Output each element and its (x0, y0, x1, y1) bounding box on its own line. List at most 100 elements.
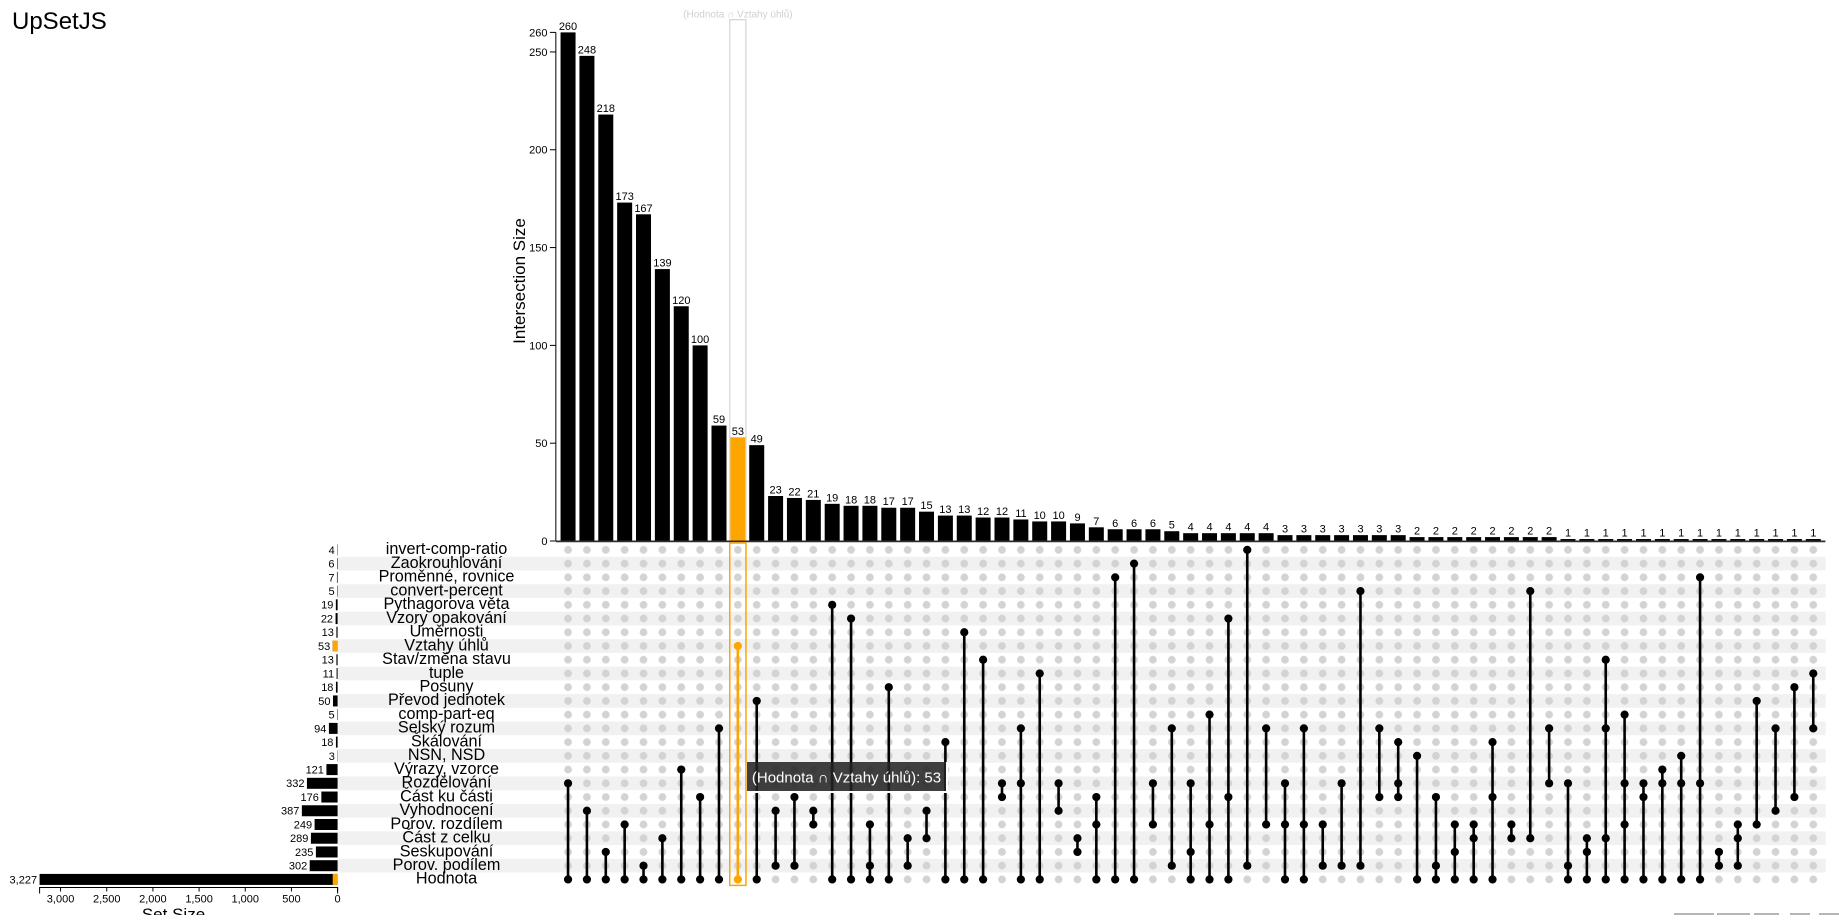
svg-text:3: 3 (1339, 524, 1345, 536)
svg-text:1,500: 1,500 (185, 894, 213, 906)
svg-text:2: 2 (1452, 526, 1458, 538)
svg-text:3: 3 (1395, 524, 1401, 536)
svg-text:167: 167 (634, 203, 652, 215)
svg-text:260: 260 (529, 27, 547, 39)
svg-text:4: 4 (1206, 522, 1212, 534)
svg-text:4: 4 (329, 545, 335, 557)
svg-text:3: 3 (1301, 524, 1307, 536)
svg-text:4: 4 (1244, 522, 1250, 534)
svg-text:4: 4 (1263, 522, 1269, 534)
svg-text:13: 13 (939, 504, 951, 516)
svg-text:21: 21 (807, 488, 819, 500)
svg-text:2,000: 2,000 (139, 894, 167, 906)
svg-text:2: 2 (1546, 526, 1552, 538)
svg-text:100: 100 (691, 334, 709, 346)
svg-text:2,500: 2,500 (93, 894, 121, 906)
svg-text:9: 9 (1074, 512, 1080, 524)
svg-text:10: 10 (1052, 510, 1064, 522)
svg-text:1: 1 (1565, 528, 1571, 540)
svg-text:13: 13 (958, 504, 970, 516)
svg-text:2: 2 (1433, 526, 1439, 538)
svg-text:1: 1 (1697, 528, 1703, 540)
svg-text:1,000: 1,000 (231, 894, 259, 906)
svg-text:1: 1 (1754, 528, 1760, 540)
svg-text:332: 332 (286, 778, 304, 790)
svg-text:5: 5 (329, 586, 335, 598)
svg-text:(Hodnota ∩ Vztahy úhlů): (Hodnota ∩ Vztahy úhlů) (683, 9, 792, 21)
svg-text:10: 10 (1034, 510, 1046, 522)
svg-text:(Hodnota ∩ Vztahy úhlů): 53: (Hodnota ∩ Vztahy úhlů): 53 (752, 769, 941, 786)
svg-text:Set Size: Set Size (142, 905, 205, 915)
svg-text:218: 218 (597, 103, 615, 115)
svg-text:59: 59 (713, 414, 725, 426)
svg-text:13: 13 (322, 627, 334, 639)
svg-text:12: 12 (977, 506, 989, 518)
svg-text:15: 15 (920, 500, 932, 512)
svg-text:19: 19 (826, 492, 838, 504)
svg-text:1: 1 (1810, 528, 1816, 540)
svg-text:18: 18 (845, 494, 857, 506)
svg-text:2: 2 (1527, 526, 1533, 538)
svg-text:260: 260 (559, 21, 577, 33)
svg-text:248: 248 (578, 44, 596, 56)
svg-text:6: 6 (328, 559, 334, 571)
svg-text:1: 1 (1584, 528, 1590, 540)
svg-text:50: 50 (535, 438, 547, 450)
svg-text:22: 22 (788, 486, 800, 498)
svg-text:7: 7 (328, 572, 334, 584)
svg-text:17: 17 (902, 496, 914, 508)
svg-text:500: 500 (282, 894, 300, 906)
svg-text:3,000: 3,000 (47, 894, 75, 906)
svg-text:1: 1 (1772, 528, 1778, 540)
svg-text:3: 3 (1282, 524, 1288, 536)
svg-text:11: 11 (1015, 508, 1026, 520)
svg-text:1: 1 (1622, 528, 1628, 540)
svg-text:0: 0 (541, 536, 547, 548)
svg-text:121: 121 (306, 764, 324, 776)
svg-text:49: 49 (751, 434, 763, 446)
svg-text:3: 3 (329, 751, 335, 763)
svg-text:3: 3 (1320, 524, 1326, 536)
svg-text:150: 150 (529, 242, 547, 254)
svg-text:139: 139 (653, 258, 671, 270)
svg-text:53: 53 (318, 641, 330, 653)
svg-text:18: 18 (321, 737, 333, 749)
svg-text:200: 200 (529, 145, 547, 157)
svg-text:289: 289 (290, 833, 308, 845)
svg-text:6: 6 (1150, 518, 1156, 530)
svg-text:100: 100 (529, 340, 547, 352)
svg-text:23: 23 (769, 485, 781, 497)
svg-text:Intersection Size: Intersection Size (510, 218, 529, 344)
svg-text:94: 94 (314, 723, 326, 735)
svg-text:22: 22 (321, 613, 333, 625)
svg-text:3,227: 3,227 (10, 874, 38, 886)
svg-text:2: 2 (1414, 526, 1420, 538)
svg-text:176: 176 (300, 792, 318, 804)
svg-text:0: 0 (335, 894, 341, 906)
svg-text:387: 387 (281, 806, 299, 818)
svg-text:1: 1 (1716, 528, 1722, 540)
svg-text:50: 50 (318, 696, 330, 708)
svg-text:12: 12 (996, 506, 1008, 518)
svg-text:4: 4 (1188, 522, 1194, 534)
svg-text:19: 19 (321, 600, 333, 612)
svg-text:18: 18 (864, 494, 876, 506)
svg-text:7: 7 (1093, 516, 1099, 528)
svg-text:6: 6 (1112, 518, 1118, 530)
svg-text:3: 3 (1357, 524, 1363, 536)
svg-text:4: 4 (1225, 522, 1231, 534)
svg-text:6: 6 (1131, 518, 1137, 530)
svg-text:2: 2 (1471, 526, 1477, 538)
svg-text:120: 120 (672, 295, 690, 307)
svg-text:1: 1 (1678, 528, 1684, 540)
svg-text:173: 173 (616, 191, 634, 203)
svg-text:2: 2 (1508, 526, 1514, 538)
svg-text:1: 1 (1735, 528, 1741, 540)
svg-text:53: 53 (732, 426, 744, 438)
svg-text:1: 1 (1640, 528, 1646, 540)
svg-text:250: 250 (529, 47, 547, 59)
svg-text:5: 5 (1169, 520, 1175, 532)
svg-text:5: 5 (329, 710, 335, 722)
svg-text:1: 1 (1603, 528, 1609, 540)
svg-text:Hodnota: Hodnota (416, 870, 477, 888)
